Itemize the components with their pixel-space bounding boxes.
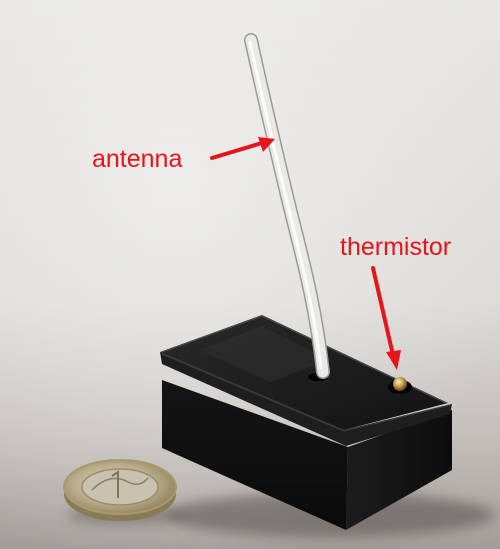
enclosure-front-face — [162, 380, 348, 530]
thermistor-bead — [393, 377, 407, 391]
antenna-arrow — [210, 137, 275, 160]
coin-embossing — [91, 477, 149, 491]
coin-numeral — [111, 470, 119, 498]
thermistor-arrow — [371, 266, 401, 370]
enclosure-lid-top — [160, 315, 448, 430]
lid-edge-highlight — [161, 315, 447, 404]
lid-reflection — [200, 326, 330, 382]
thermistor-label: thermistor — [340, 233, 452, 261]
coin-center — [81, 468, 159, 506]
lid-front-edge-highlight — [161, 353, 451, 432]
enclosure-side-face — [346, 410, 452, 530]
antenna-wire-highlight — [248, 40, 323, 370]
antenna-label: antenna — [92, 145, 183, 173]
